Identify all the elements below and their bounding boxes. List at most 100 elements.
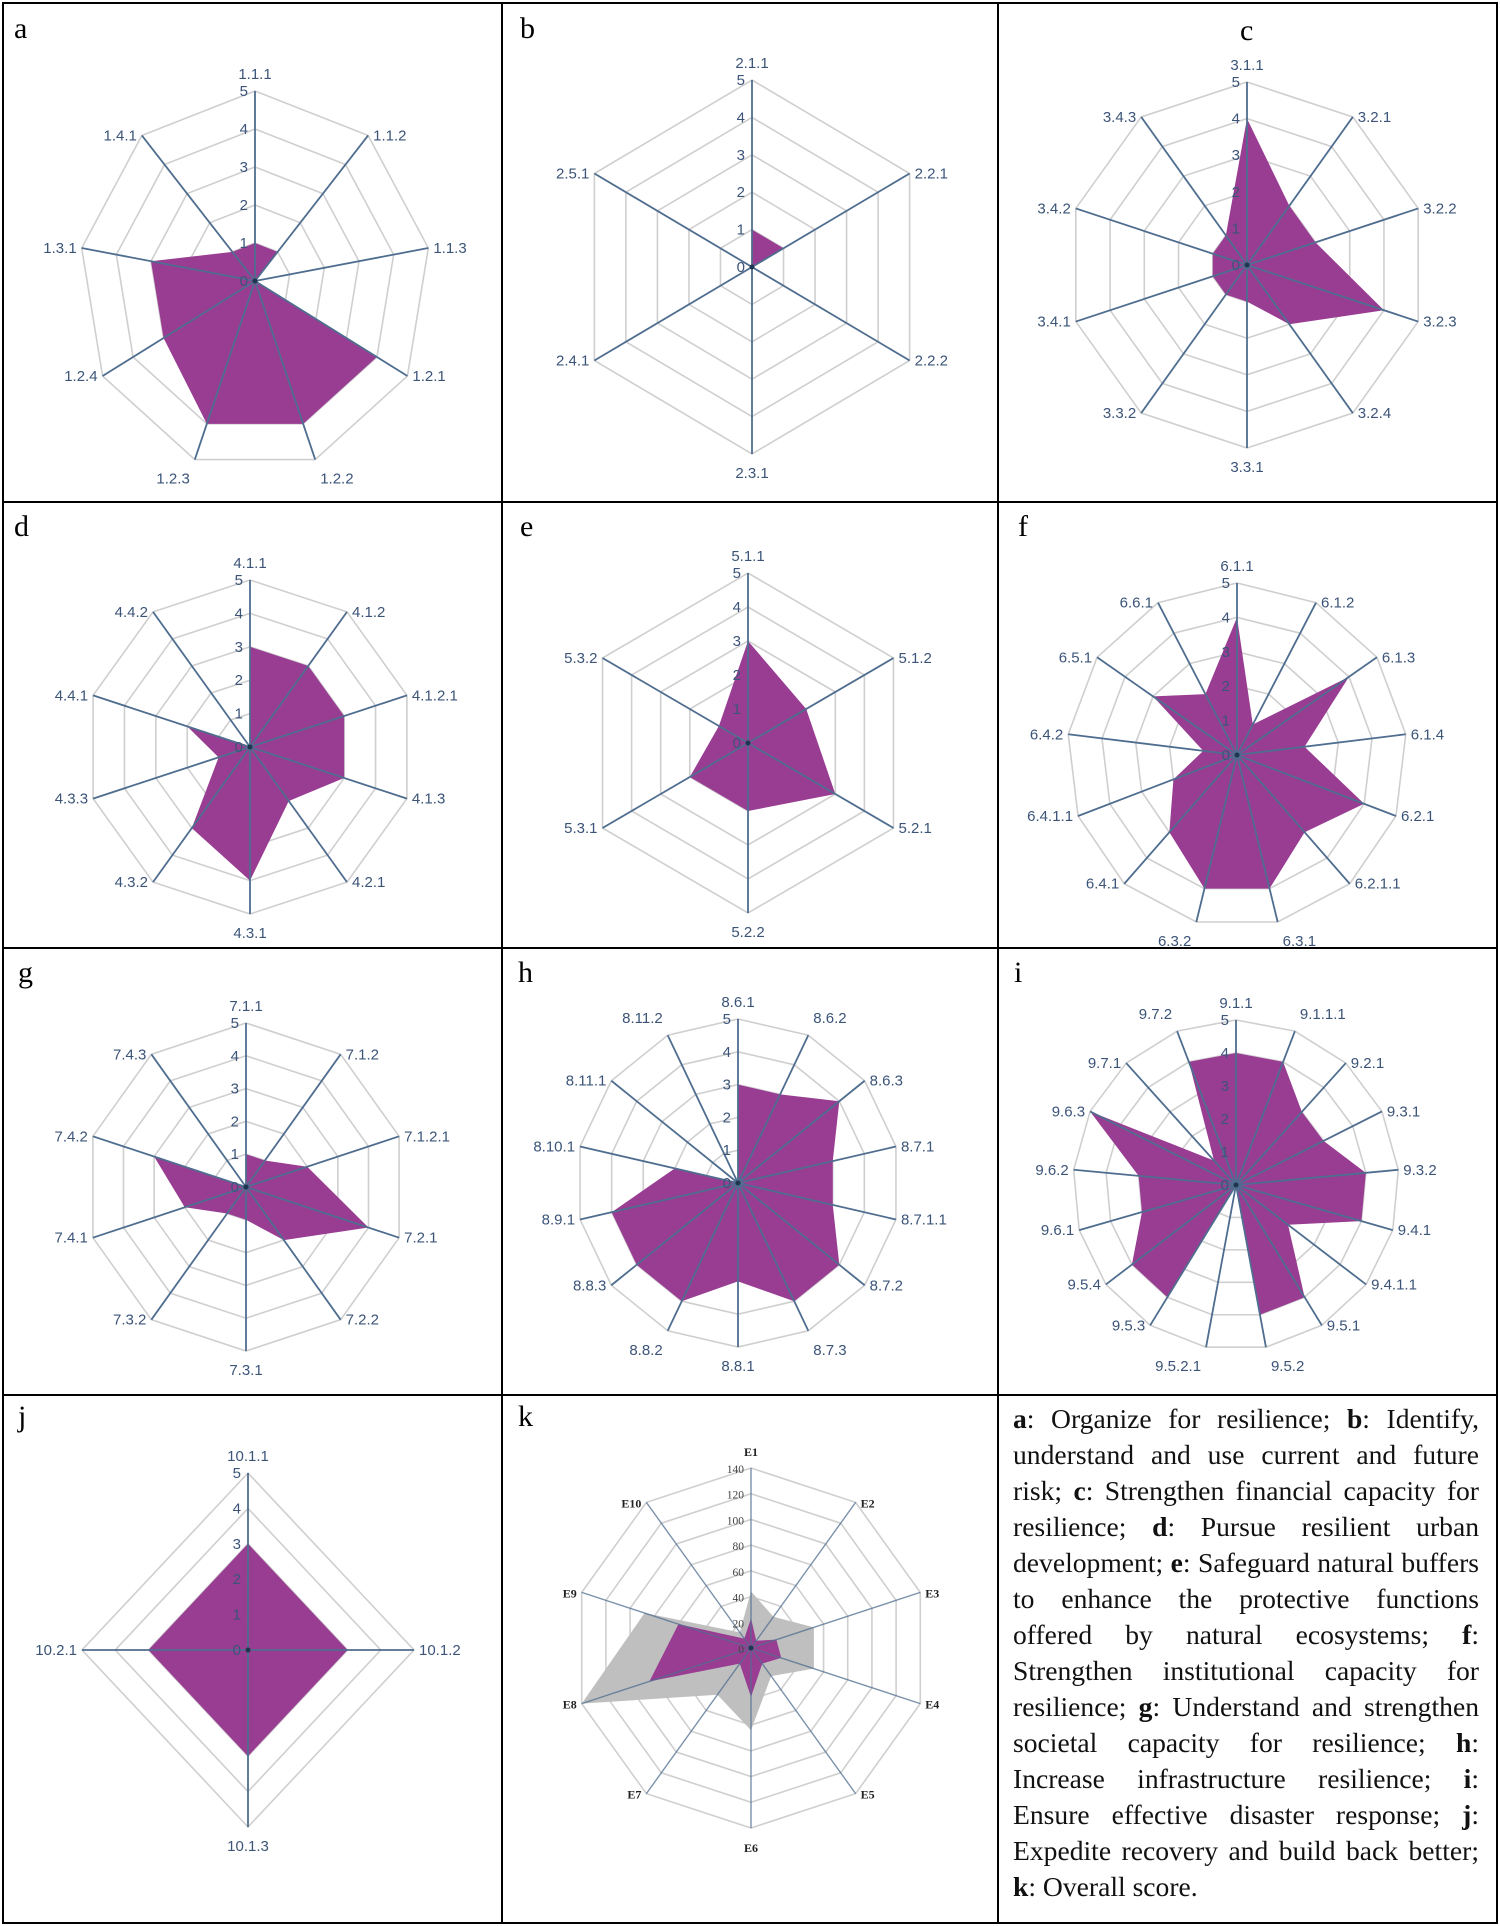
center-dot: [245, 1647, 251, 1653]
tick-label: 3: [231, 1081, 239, 1098]
caption-item-a: a: Organize for resilience;: [1013, 1403, 1347, 1434]
center-dot: [252, 278, 258, 284]
radar-chart-h: 0 1 2 3 4 58.6.1 8.6.2 8.6.3 8.7.1 8.7.1.1 8.7.2 8.…: [533, 994, 946, 1375]
axis-label: 6.4.1.1: [1027, 808, 1073, 825]
panel-label-c: c: [1240, 14, 1254, 47]
axis-label: 9.2.1: [1351, 1055, 1384, 1072]
radar-chart-g: 0 1 2 3 4 57.1.1 7.1.2 7.1.2.1 7.2.1 7.2.2 7.3.1 7.…: [55, 998, 450, 1379]
axis-line: [1235, 1184, 1267, 1348]
tick-label: 5: [240, 83, 248, 100]
tick-label: 2: [733, 667, 741, 684]
axis-label: 3.2.3: [1423, 314, 1456, 331]
axis-line: [150, 1186, 247, 1321]
tick-label: 1: [235, 706, 243, 723]
axis-line: [737, 1145, 897, 1184]
series-area-1: [689, 641, 836, 811]
axis-line: [254, 280, 408, 377]
axis-label: 9.5.2: [1271, 1358, 1304, 1375]
caption-item-k: k: Overall score.: [1013, 1871, 1198, 1902]
axis-label: E2: [861, 1496, 875, 1510]
axis-label: E9: [563, 1586, 577, 1600]
axis-label: E5: [861, 1788, 875, 1802]
axis-line: [1246, 207, 1419, 266]
axis-line: [737, 1080, 866, 1184]
tick-label: 2: [231, 1113, 239, 1130]
axis-line: [1068, 733, 1238, 756]
axis-label: 8.7.1.1: [901, 1211, 947, 1228]
tick-label: 4: [1221, 1045, 1229, 1062]
axis-label: 3.4.1: [1037, 314, 1070, 331]
axis-label: 8.9.1: [542, 1211, 575, 1228]
caption-item-b: b: Identify, understand and use current …: [1013, 1403, 1479, 1506]
panel-label-h: h: [518, 956, 533, 989]
axis-label: 8.6.2: [813, 1010, 846, 1027]
axis-line: [1105, 1184, 1237, 1286]
tick-label: 5: [1221, 1012, 1229, 1029]
tick-label: 0: [723, 1175, 731, 1192]
tick-label: 4: [235, 605, 243, 622]
axis-line: [92, 1186, 247, 1239]
center-dot: [735, 1180, 741, 1186]
table-row-divider: [2, 1394, 1498, 1396]
axis-line: [1235, 1110, 1383, 1186]
axis-line: [610, 1182, 739, 1286]
tick-label: 80: [733, 1541, 745, 1553]
axis-label: 7.4.3: [113, 1046, 146, 1063]
axis-label: 3.2.4: [1358, 405, 1391, 422]
axis-label: 7.4.1: [55, 1230, 88, 1247]
axis-line: [245, 1135, 400, 1188]
axis-label: 4.1.2: [352, 604, 385, 621]
tick-label: 40: [733, 1593, 745, 1605]
figure-caption: a: Organize for resilience; b: Identify,…: [1013, 1401, 1479, 1905]
axis-label: 9.4.1: [1398, 1222, 1431, 1239]
caption-item-g: g: Understand and strengthen societal ca…: [1013, 1691, 1479, 1758]
tick-label: 4: [233, 1500, 241, 1517]
axis-label: 4.3.1: [233, 925, 266, 942]
axis-line: [737, 1182, 897, 1221]
axis-line: [1235, 1184, 1367, 1286]
axis-label: 7.2.2: [346, 1312, 379, 1329]
axis-label: 4.3.2: [115, 874, 148, 891]
axis-line: [1077, 754, 1238, 817]
axis-label: 2.2.1: [915, 166, 948, 183]
axis-label: 9.5.2.1: [1155, 1358, 1201, 1375]
axis-line: [1205, 1184, 1237, 1348]
axis-label: 2.1.1: [735, 55, 768, 72]
tick-label: 2: [233, 1571, 241, 1588]
tick-label: 3: [240, 159, 248, 176]
tick-label: 5: [233, 1465, 241, 1482]
axis-label: 6.2.1: [1401, 808, 1434, 825]
axis-line: [581, 1647, 752, 1705]
axis-line: [1236, 754, 1351, 885]
axis-label: 1.3.1: [43, 240, 76, 257]
axis-label: 1.1.1: [238, 66, 271, 83]
tick-label: 5: [1222, 575, 1230, 592]
radar-chart-f: 0 1 2 3 4 56.1.1 6.1.2 6.1.3 6.1.4 6.2.1 6.2.1.1 6.…: [1027, 558, 1444, 950]
axis-label: 3.1.1: [1230, 57, 1263, 74]
table-border-left: [2, 2, 4, 1924]
table-row-divider: [2, 501, 1498, 503]
axis-line: [1236, 754, 1279, 923]
radar-chart-b: 0 1 2 3 4 52.1.1 2.2.1 2.2.2 2.3.1 2.4.1 2.5.1: [556, 55, 948, 482]
caption-item-e: e: Safeguard natural buffers to enhance …: [1013, 1547, 1479, 1650]
axis-label: E8: [563, 1698, 577, 1712]
axis-label: 4.1.1: [233, 555, 266, 572]
axis-label: 7.2.1: [404, 1230, 437, 1247]
axis-label: 7.4.2: [55, 1128, 88, 1145]
panel-label-g: g: [18, 956, 33, 989]
tick-label: 1: [240, 235, 248, 252]
axis-label: 3.4.2: [1037, 200, 1070, 217]
axis-label: 5.3.1: [564, 820, 597, 837]
axis-line: [1235, 1062, 1347, 1186]
axis-line: [737, 1182, 866, 1286]
axis-line: [249, 611, 348, 748]
caption-item-i: i: Ensure effective disaster response;: [1013, 1763, 1479, 1830]
axis-line: [1246, 264, 1354, 414]
radar-chart-e: 0 1 2 3 4 55.1.1 5.1.2 5.2.1 5.2.2 5.3.1 5.3.2: [564, 548, 932, 941]
panel-label-k: k: [518, 1400, 533, 1433]
axis-label: 4.4.1: [55, 687, 88, 704]
center-dot: [1233, 1182, 1239, 1188]
axis-label: 5.2.2: [731, 924, 764, 941]
axis-label: 6.1.1: [1220, 558, 1253, 575]
axis-line: [1096, 656, 1238, 756]
